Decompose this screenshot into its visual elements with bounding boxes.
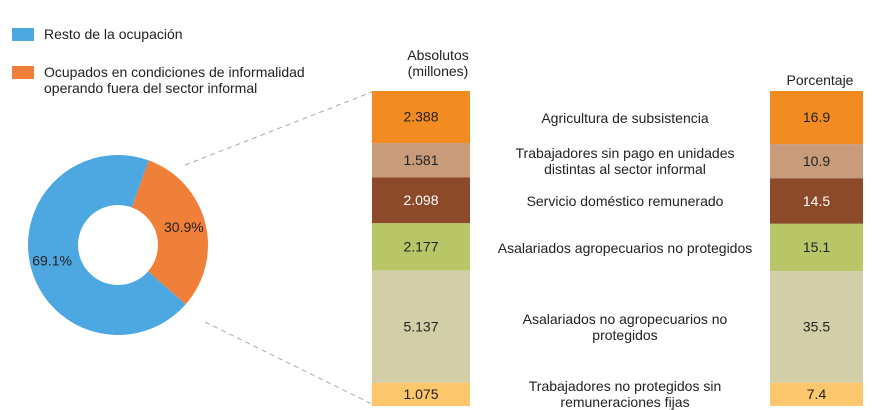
segment-label: 7.4	[807, 386, 827, 402]
slice-label: 30.9%	[164, 219, 204, 235]
segment	[770, 382, 863, 406]
legend-label: Resto de la ocupación	[44, 26, 183, 42]
segment-label: 2.388	[403, 109, 438, 125]
segment-label: 35.5	[803, 319, 830, 335]
category-label: Servicio doméstico remunerado	[526, 193, 724, 210]
segment-label: 14.5	[803, 193, 830, 209]
donut-slice	[131, 160, 209, 305]
slice-label: 69.1%	[32, 253, 72, 269]
connector	[184, 91, 373, 166]
segment	[770, 271, 863, 383]
segment	[770, 91, 863, 145]
segment-label: 16.9	[803, 109, 830, 125]
segment	[372, 177, 470, 224]
segment	[372, 223, 470, 271]
connector	[204, 321, 373, 405]
segment-label: 5.137	[403, 318, 438, 334]
category-label: Trabajadores no protegidos sin remunerac…	[528, 378, 722, 410]
category-label: Asalariados agropecuarios no protegidos	[497, 239, 753, 256]
category-label: Agricultura de subsistencia	[541, 109, 709, 126]
segment	[770, 144, 863, 179]
segment-label: 1.075	[403, 386, 438, 402]
segment	[372, 143, 470, 178]
segment	[770, 223, 863, 272]
legend-swatch	[12, 28, 34, 41]
column-header: Absolutos (millones)	[407, 47, 469, 79]
legend-swatch	[12, 66, 34, 79]
category-label: Asalariados no agropecuarios no protegid…	[522, 310, 728, 343]
donut-slice	[28, 154, 186, 335]
segment-label: 10.9	[803, 153, 830, 169]
segment	[770, 178, 863, 224]
segment-label: 15.1	[803, 239, 830, 255]
segment	[372, 91, 470, 144]
category-label: Trabajadores sin pago en unidades distin…	[515, 145, 735, 178]
segment-label: 2.098	[403, 192, 438, 208]
segment	[372, 270, 470, 383]
segment	[372, 382, 470, 407]
column-header: Porcentaje	[786, 72, 854, 88]
segment-label: 1.581	[403, 152, 438, 168]
segment-label: 2.177	[403, 239, 438, 255]
legend-label: Ocupados en condiciones de informalidad …	[44, 64, 305, 96]
